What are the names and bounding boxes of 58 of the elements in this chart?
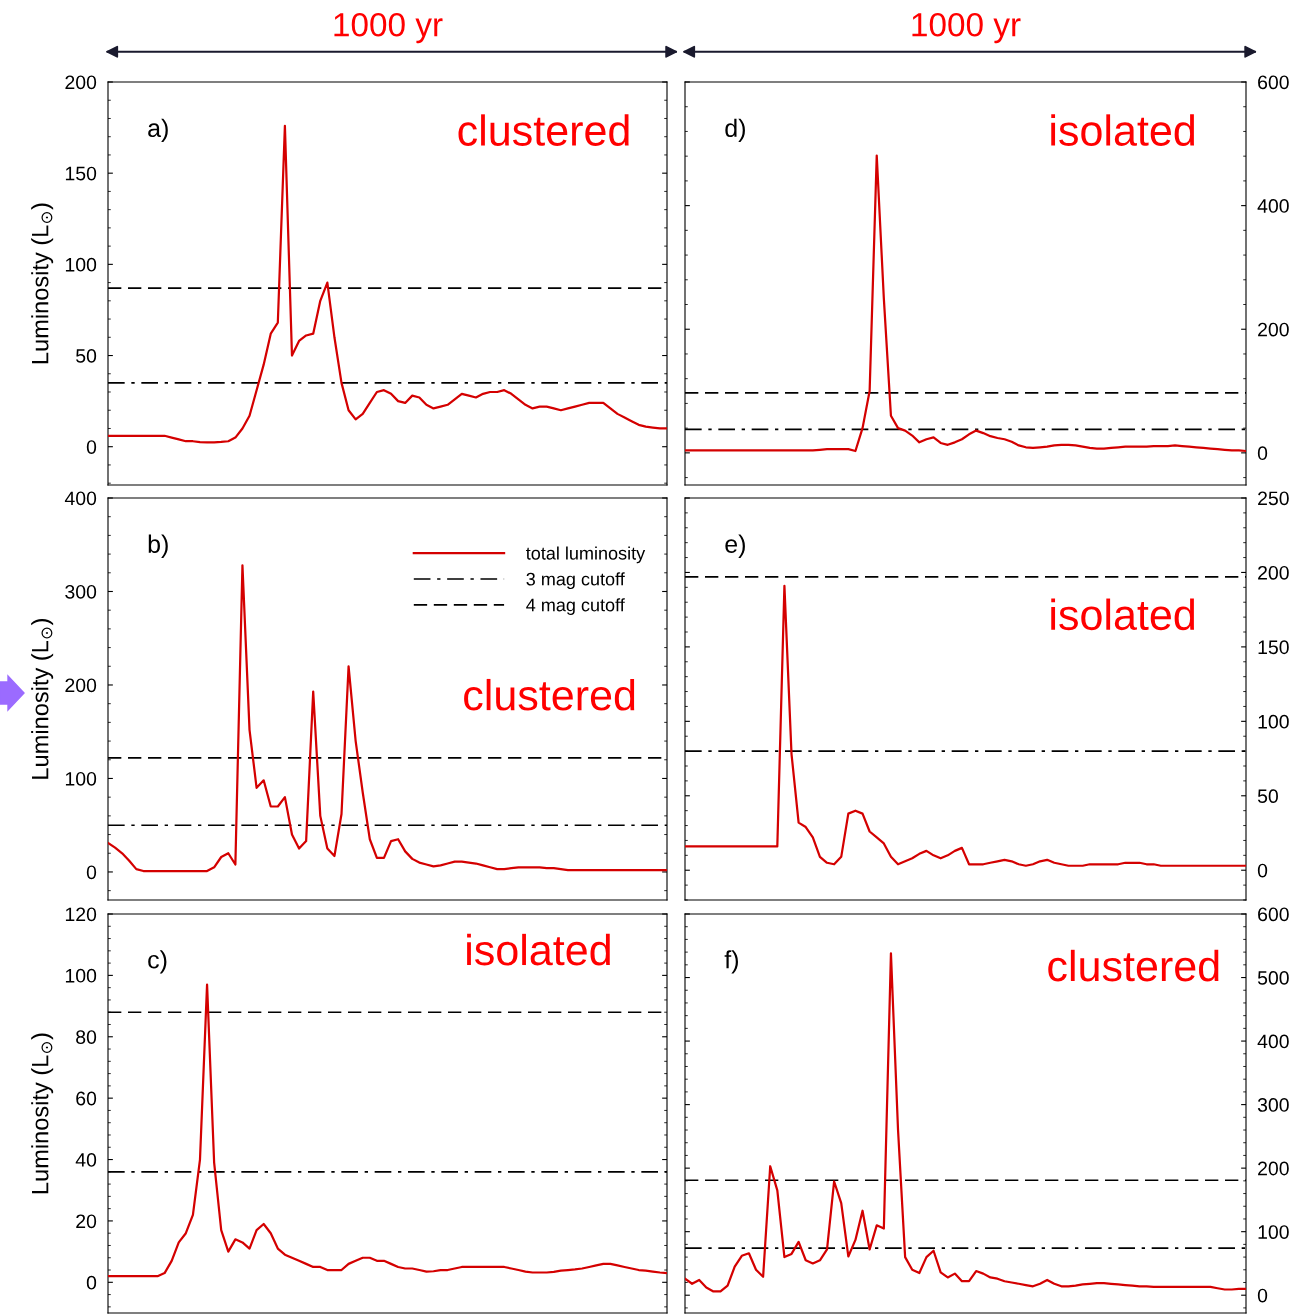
y-tick-label: 200 xyxy=(65,75,97,90)
chart-title: 1000 yr xyxy=(912,12,1021,44)
y-tick-label: 250 xyxy=(1258,491,1289,506)
y-tick-label: 0 xyxy=(86,1275,97,1290)
y-tick-label: 120 xyxy=(65,907,97,922)
annotation: f) xyxy=(724,950,738,974)
y-tick-label: 50 xyxy=(76,349,97,363)
y-tick-label: 200 xyxy=(1258,322,1289,337)
annotation: clustered xyxy=(1048,949,1219,982)
y-tick-label: 0 xyxy=(1257,863,1268,878)
y-tick-label: 100 xyxy=(1258,714,1289,729)
y-axis-title: Luminosity (L$_{⊙}$) xyxy=(31,203,54,364)
annotation: c) xyxy=(148,950,167,974)
y-tick-label: 200 xyxy=(65,678,97,693)
annotation: isolated xyxy=(467,933,610,966)
annotation: d) xyxy=(725,118,745,142)
annotation: clustered xyxy=(464,678,635,711)
y-tick-label: 0 xyxy=(86,865,97,880)
legend-label: 4 mag cutoff xyxy=(526,598,625,615)
annotation: e) xyxy=(725,534,745,558)
chart-title: 1000 yr xyxy=(334,12,443,44)
y-tick-label: 600 xyxy=(1258,75,1289,90)
annotation: b) xyxy=(148,534,168,558)
annotation: a) xyxy=(148,118,168,142)
y-tick-label: 200 xyxy=(1258,565,1289,580)
annotation: isolated xyxy=(1051,114,1195,146)
y-tick-label: 100 xyxy=(65,257,97,272)
y-tick-label: 50 xyxy=(1257,789,1278,804)
annotation: clustered xyxy=(458,114,629,146)
y-tick-label: 400 xyxy=(64,491,97,506)
y-tick-label: 300 xyxy=(1257,1098,1289,1112)
y-tick-label: 0 xyxy=(1257,1288,1268,1303)
y-tick-label: 100 xyxy=(1258,1225,1289,1239)
y-tick-label: 100 xyxy=(65,771,97,786)
y-tick-label: 500 xyxy=(1257,971,1289,985)
y-tick-label: 150 xyxy=(1258,640,1289,655)
line-series xyxy=(685,584,1246,867)
line-series xyxy=(108,983,667,1278)
y-axis-title: Luminosity (L$_{⊙}$) xyxy=(31,619,54,779)
legend-label: 3 mag cutoff xyxy=(526,572,625,590)
y-axis-title: Luminosity (L$_{⊙}$) xyxy=(31,1033,54,1194)
y-tick-label: 60 xyxy=(76,1091,97,1106)
line-series xyxy=(685,154,1246,453)
y-tick-label: 150 xyxy=(65,166,97,181)
y-tick-label: 600 xyxy=(1258,907,1289,922)
y-tick-label: 20 xyxy=(76,1214,97,1229)
y-tick-label: 0 xyxy=(86,440,97,454)
legend-label: total luminosity xyxy=(526,546,646,564)
line-series xyxy=(108,564,667,873)
annotation: isolated xyxy=(1051,598,1195,631)
y-tick-label: 400 xyxy=(1257,199,1289,213)
y-tick-label: 200 xyxy=(1258,1161,1289,1176)
y-tick-label: 80 xyxy=(76,1030,97,1045)
y-tick-label: 0 xyxy=(1257,446,1268,461)
y-tick-label: 400 xyxy=(1257,1034,1289,1049)
y-tick-label: 40 xyxy=(75,1153,97,1167)
y-tick-label: 100 xyxy=(65,968,97,983)
y-tick-label: 300 xyxy=(65,584,97,599)
